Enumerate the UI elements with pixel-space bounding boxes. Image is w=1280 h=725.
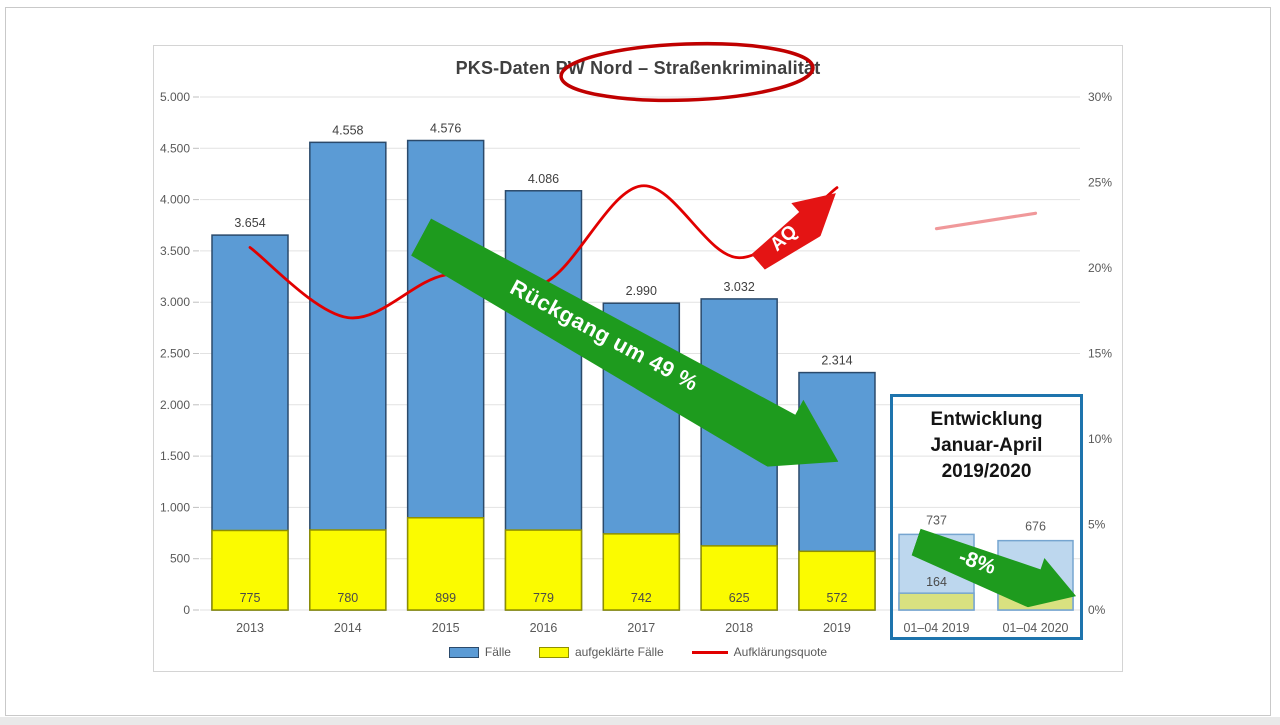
bar-cleared-label: 625 [729,591,750,605]
slide-bottom-strip [0,717,1280,725]
y-axis-left-label: 5.000 [160,90,190,104]
bar-cleared-label: 742 [631,591,652,605]
bar-cleared-label: 572 [827,591,848,605]
y-axis-left-label: 0 [183,603,190,617]
bar-cleared-2015 [406,517,485,611]
inset-total-label: 737 [926,513,947,527]
y-axis-right-label: 20% [1088,261,1112,275]
cleared-swatch-icon [538,646,569,658]
bar-cleared-label: 780 [337,591,358,605]
bar-cleared-2013 [211,529,289,611]
legend-cases-label: Fälle [484,645,511,659]
inset-title: Entwicklung Januar-April 2019/2020 [893,407,1080,486]
bar-total-label: 3.654 [234,216,265,230]
y-axis-right-label: 25% [1088,176,1112,190]
legend-rate-label: Aufklärungsquote [733,645,828,659]
x-axis-label: 2015 [432,621,460,635]
bar-cleared-2018 [700,545,778,611]
y-axis-left-label: 1.000 [160,500,190,514]
y-axis-left-label: 4.000 [160,193,190,207]
bar-total-label: 2.314 [821,354,852,368]
aq-preview-line [934,211,1038,231]
legend-item-cases: Fälle [448,645,511,659]
y-axis-left-label: 2.500 [160,347,190,361]
y-axis-right-label: 5% [1088,518,1106,532]
bar-total-label: 2.990 [626,284,657,298]
aq-line [248,184,839,320]
bar-cleared-label: 775 [240,591,261,605]
y-axis-left-label: 4.500 [160,141,190,155]
legend-cleared-label: aufgeklärte Fälle [574,645,664,659]
x-axis-label: 2017 [627,621,655,635]
inset-x-axis-label: 01–04 2019 [903,621,969,635]
bar-cleared-2014 [309,529,387,611]
inset-total-label: 676 [1025,520,1046,534]
inset-title-line3: 2019/2020 [941,461,1032,483]
bar-cleared-label: 899 [435,591,456,605]
x-axis-label: 2018 [725,621,753,635]
cases-swatch-icon [448,646,479,658]
y-axis-right-label: 30% [1088,90,1112,104]
x-axis-label: 2016 [530,621,558,635]
bar-total-label: 4.576 [430,122,461,136]
inset-x-axis-label: 01–04 2020 [1002,621,1068,635]
bar-total-label: 3.032 [724,280,755,294]
y-axis-right-label: 15% [1088,347,1112,361]
bar-cleared-2019 [798,550,876,611]
inset-title-line2: Januar-April [930,435,1043,457]
x-axis-label: 2019 [823,621,851,635]
y-axis-left-label: 500 [170,552,190,566]
bar-total-label: 4.558 [332,123,363,137]
legend-item-cleared: aufgeklärte Fälle [538,645,664,659]
y-axis-left-label: 3.500 [160,244,190,258]
bar-cleared-2016 [504,529,583,611]
chart-title: PKS-Daten PW Nord – Straßenkriminalität [455,58,821,78]
bar-cleared-label: 779 [533,591,554,605]
x-axis-label: 2013 [236,621,264,635]
bar-cleared-2017 [602,533,681,611]
inset-box: Entwicklung Januar-April 2019/2020 [890,394,1083,640]
chart-legend: Fälle aufgeklärte Fälle Aufklärungsquote [153,645,1123,659]
y-axis-left-label: 1.500 [160,449,190,463]
inset-title-line1: Entwicklung [930,409,1043,430]
x-axis-label: 2014 [334,621,362,635]
y-axis-left-label: 2.000 [160,398,190,412]
legend-item-rate: Aufklärungsquote [691,645,828,659]
inset-cleared-label: 164 [926,575,947,589]
inset-bar-cleared [898,592,975,611]
y-axis-right-label: 10% [1088,432,1112,446]
rate-line-icon [691,650,728,654]
title-ellipse-annotation [559,41,815,103]
y-axis-right-label: 0% [1088,603,1106,617]
y-axis-left-label: 3.000 [160,295,190,309]
bar-total-label: 4.086 [528,172,559,186]
